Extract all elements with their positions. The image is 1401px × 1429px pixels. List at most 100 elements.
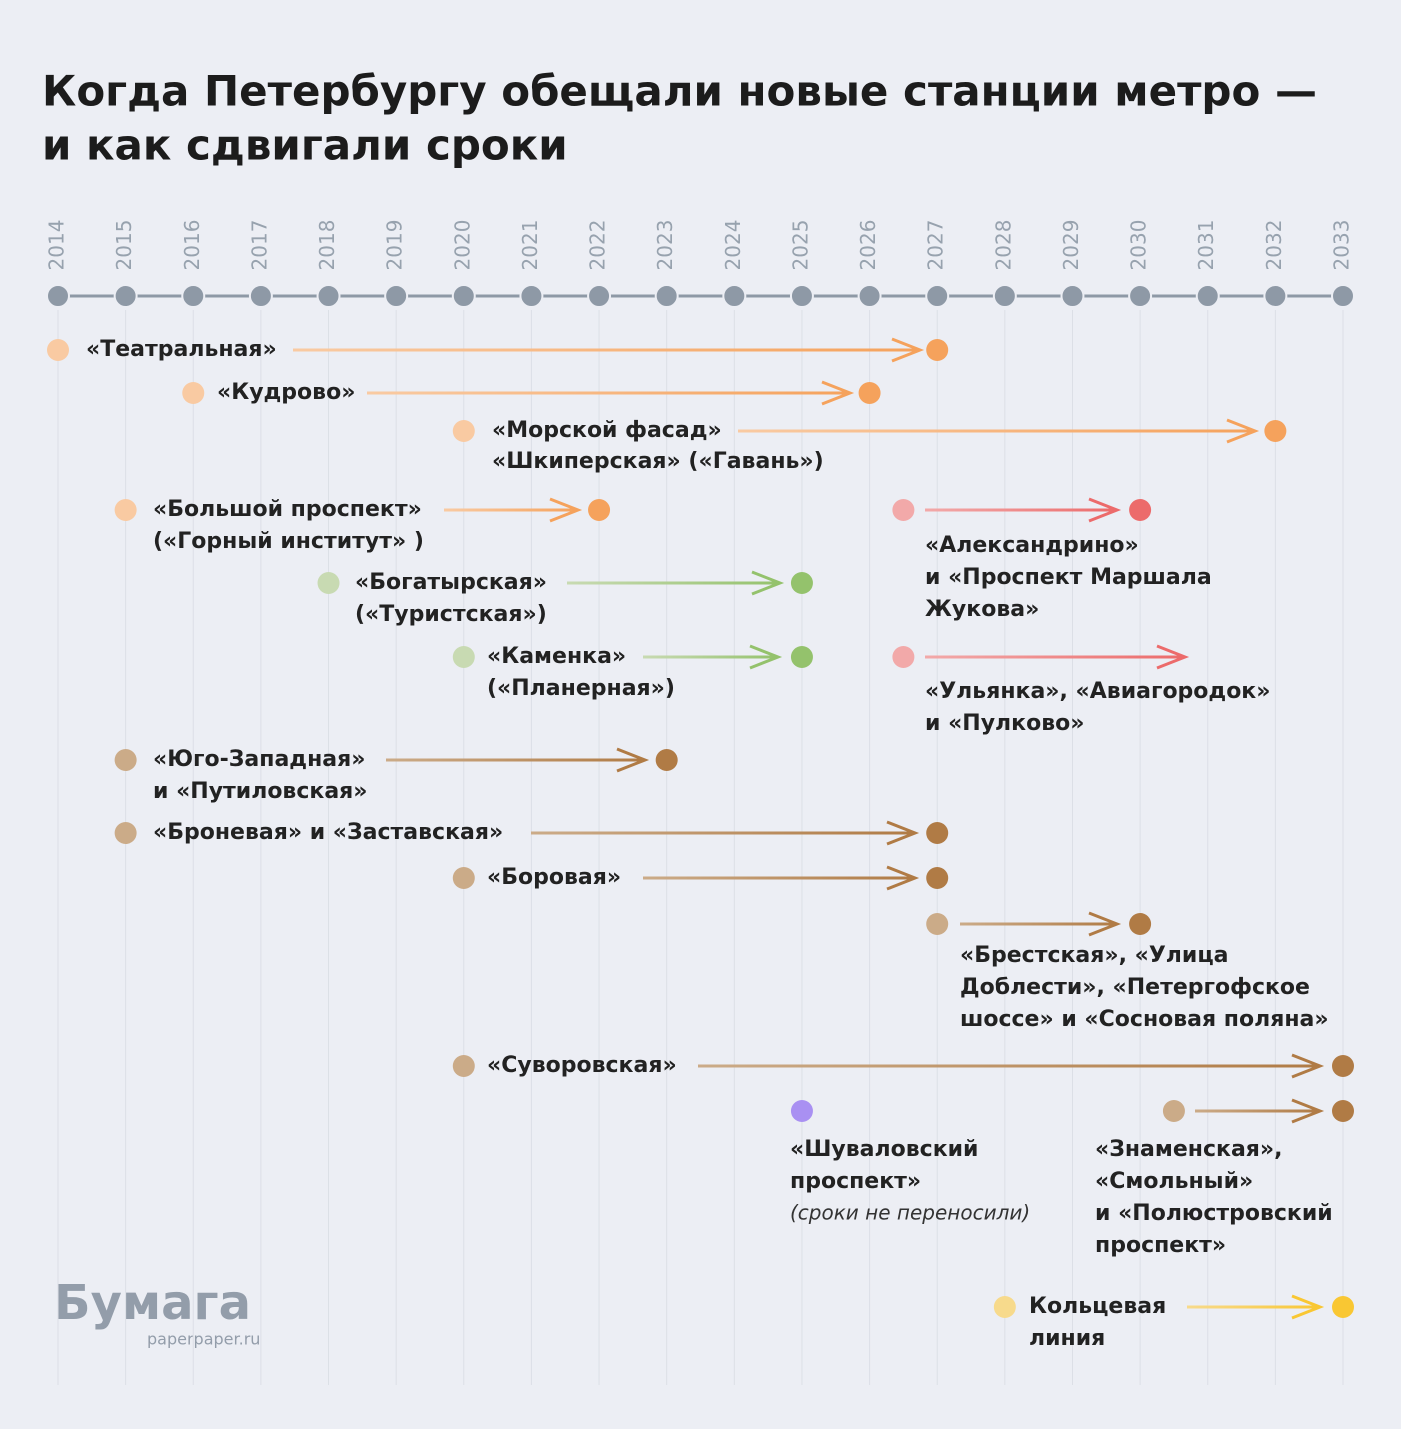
- start-dot: [452, 420, 475, 442]
- timeline-item: «Знаменская», «Смольный» и «Полюстровский п…: [1095, 1098, 1354, 1258]
- arrow-head: [1291, 1294, 1325, 1320]
- tick-dot: [992, 284, 1017, 308]
- tick-dot: [722, 284, 747, 308]
- station-label: («Туристская»): [355, 602, 547, 627]
- station-label: Кольцевая: [1029, 1294, 1166, 1319]
- station-label: «Знаменская»,: [1095, 1137, 1283, 1162]
- tick-dot: [654, 284, 679, 308]
- end-dot: [1332, 1100, 1354, 1122]
- start-dot: [926, 913, 949, 935]
- start-dot: [114, 749, 137, 771]
- logo-url: paperpaper.ru: [147, 1330, 260, 1349]
- timeline-item: «Большой проспект» («Горный институт» ): [114, 497, 611, 554]
- station-label: «Каменка»: [487, 644, 626, 669]
- tick-dot: [1060, 284, 1085, 308]
- end-dot: [790, 646, 813, 668]
- x-tick-label: 2018: [315, 220, 339, 271]
- note: (сроки не переносили): [790, 1201, 1030, 1225]
- start-dot: [790, 1100, 813, 1122]
- start-dot: [993, 1296, 1016, 1318]
- end-dot: [1264, 420, 1287, 442]
- tick-dot: [1263, 284, 1288, 308]
- arrow-head: [1156, 644, 1190, 670]
- x-tick-label: 2029: [1059, 220, 1083, 271]
- start-dot: [317, 572, 340, 594]
- timeline-item: «Брестская», «Улица Доблести», «Петергофс…: [926, 911, 1329, 1032]
- x-tick-label: 2032: [1262, 220, 1286, 271]
- timeline-item: «Богатырская» («Туристская»): [317, 570, 813, 627]
- end-dot: [1129, 913, 1152, 935]
- timeline-item: «Боровая»: [452, 865, 949, 891]
- x-tick-label: 2025: [788, 220, 812, 271]
- end-dot: [926, 339, 949, 361]
- end-dot: [1129, 499, 1152, 521]
- station-label: «Шкиперская» («Гавань»): [492, 449, 824, 474]
- chart-title: и как сдвигали сроки: [42, 121, 568, 170]
- station-label: «Брестская», «Улица: [960, 943, 1228, 968]
- x-tick-label: 2022: [586, 220, 610, 271]
- tick-dot: [248, 284, 273, 308]
- end-dot: [588, 499, 611, 521]
- arrow-head: [1088, 911, 1122, 937]
- start-dot: [452, 1055, 475, 1077]
- end-dot: [1332, 1055, 1354, 1077]
- start-dot: [114, 499, 137, 521]
- tick-dot: [925, 284, 950, 308]
- arrow-head: [751, 570, 785, 596]
- station-label: «Большой проспект»: [153, 497, 422, 522]
- end-dot: [1332, 1296, 1354, 1318]
- station-label: линия: [1029, 1326, 1105, 1351]
- timeline-item: «Ульянка», «Авиагородок» и «Пулково»: [892, 644, 1270, 736]
- station-label: «Шуваловский: [790, 1137, 978, 1162]
- x-tick-label: 2030: [1127, 220, 1151, 271]
- x-tick-label: 2014: [45, 220, 69, 271]
- arrow-head: [749, 644, 783, 670]
- tick-dot: [1331, 284, 1355, 308]
- tick-dot: [46, 284, 70, 308]
- logo: Бумага: [54, 1275, 251, 1331]
- timeline-item: «Театральная»: [47, 337, 949, 363]
- tick-dot: [316, 284, 341, 308]
- tick-dot: [451, 284, 476, 308]
- station-label: и «Полюстровский: [1095, 1201, 1333, 1226]
- x-tick-label: 2026: [856, 220, 880, 271]
- timeline-item: «Кудрово»: [182, 380, 881, 406]
- arrow-head: [616, 747, 650, 773]
- x-tick-label: 2031: [1194, 220, 1218, 271]
- end-dot: [790, 572, 813, 594]
- station-label: «Александрино»: [925, 533, 1139, 558]
- station-label: Доблести», «Петергофское: [960, 975, 1310, 1000]
- tick-dot: [1195, 284, 1220, 308]
- end-dot: [926, 867, 949, 889]
- timeline-item: «Суворовская»: [452, 1053, 1354, 1079]
- station-label: «Богатырская»: [355, 570, 547, 595]
- timeline-item: Кольцевая линия: [993, 1294, 1354, 1351]
- arrow-head: [886, 865, 920, 891]
- tick-dot: [181, 284, 206, 308]
- tick-dot: [519, 284, 544, 308]
- station-label: «Театральная»: [86, 337, 277, 362]
- station-label: «Морской фасад»: [492, 418, 722, 443]
- station-label: («Планерная»): [487, 676, 675, 701]
- end-dot: [655, 749, 678, 771]
- station-label: Жукова»: [925, 597, 1039, 622]
- start-dot: [452, 646, 475, 668]
- tick-dot: [1128, 284, 1153, 308]
- arrow-head: [1291, 1098, 1325, 1124]
- start-dot: [1162, 1100, 1185, 1122]
- tick-dot: [113, 284, 138, 308]
- start-dot: [47, 339, 69, 361]
- station-label: «Смольный»: [1095, 1169, 1253, 1194]
- station-label: и «Проспект Маршала: [925, 565, 1212, 590]
- arrow-head: [886, 820, 920, 846]
- start-dot: [182, 382, 205, 404]
- arrow-head: [1088, 497, 1122, 523]
- station-label: «Кудрово»: [217, 380, 355, 405]
- x-tick-label: 2023: [653, 220, 677, 271]
- start-dot: [892, 499, 915, 521]
- station-label: и «Пулково»: [925, 711, 1084, 736]
- station-label: («Горный институт» ): [153, 529, 424, 554]
- station-label: и «Путиловская»: [153, 779, 368, 804]
